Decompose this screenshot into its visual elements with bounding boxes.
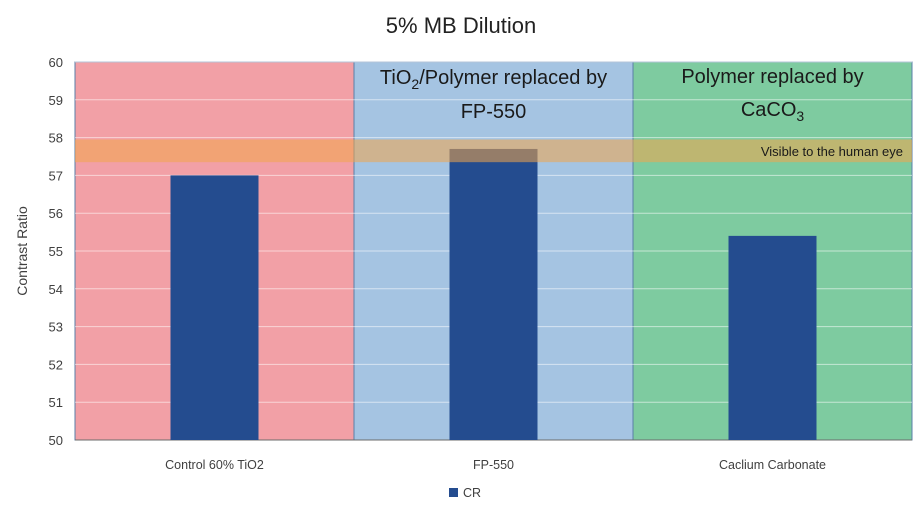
legend-swatch-cr (449, 488, 458, 497)
visibility-band: Visible to the human eye (75, 139, 912, 163)
y-tick-60: 60 (49, 55, 63, 70)
region-label-1-line-1: FP-550 (461, 101, 527, 123)
y-tick-57: 57 (49, 168, 63, 183)
y-axis-ticks: 50 51 52 53 54 55 56 57 58 59 60 (49, 55, 63, 448)
x-category-2: Caclium Carbonate (719, 458, 826, 472)
bar-0 (170, 175, 259, 440)
y-tick-51: 51 (49, 395, 63, 410)
chart-title: 5% MB Dilution (386, 13, 536, 38)
band-rect (75, 139, 912, 163)
legend: CR (449, 486, 481, 500)
x-category-1: FP-550 (473, 458, 514, 472)
x-category-0: Control 60% TiO2 (165, 458, 264, 472)
bars (170, 148, 817, 440)
band-label: Visible to the human eye (761, 144, 903, 159)
y-tick-58: 58 (49, 131, 63, 146)
y-tick-50: 50 (49, 433, 63, 448)
y-tick-59: 59 (49, 93, 63, 108)
y-tick-53: 53 (49, 320, 63, 335)
bar-1 (449, 148, 538, 440)
region-labels: TiO2/Polymer replaced by FP-550 Polymer re… (380, 66, 864, 124)
bar-2 (728, 235, 817, 440)
y-tick-55: 55 (49, 244, 63, 259)
region-label-2-line-0: Polymer replaced by (681, 66, 863, 88)
region-label-1-line-0: TiO2/Polymer replaced by (380, 67, 607, 92)
y-tick-56: 56 (49, 206, 63, 221)
y-tick-52: 52 (49, 357, 63, 372)
legend-label-cr: CR (463, 486, 481, 500)
x-axis-categories: Control 60% TiO2 FP-550 Caclium Carbonate (165, 458, 826, 472)
region-label-2-line-1: CaCO3 (741, 99, 805, 124)
y-axis-title: Contrast Ratio (14, 206, 30, 296)
y-tick-54: 54 (49, 282, 63, 297)
